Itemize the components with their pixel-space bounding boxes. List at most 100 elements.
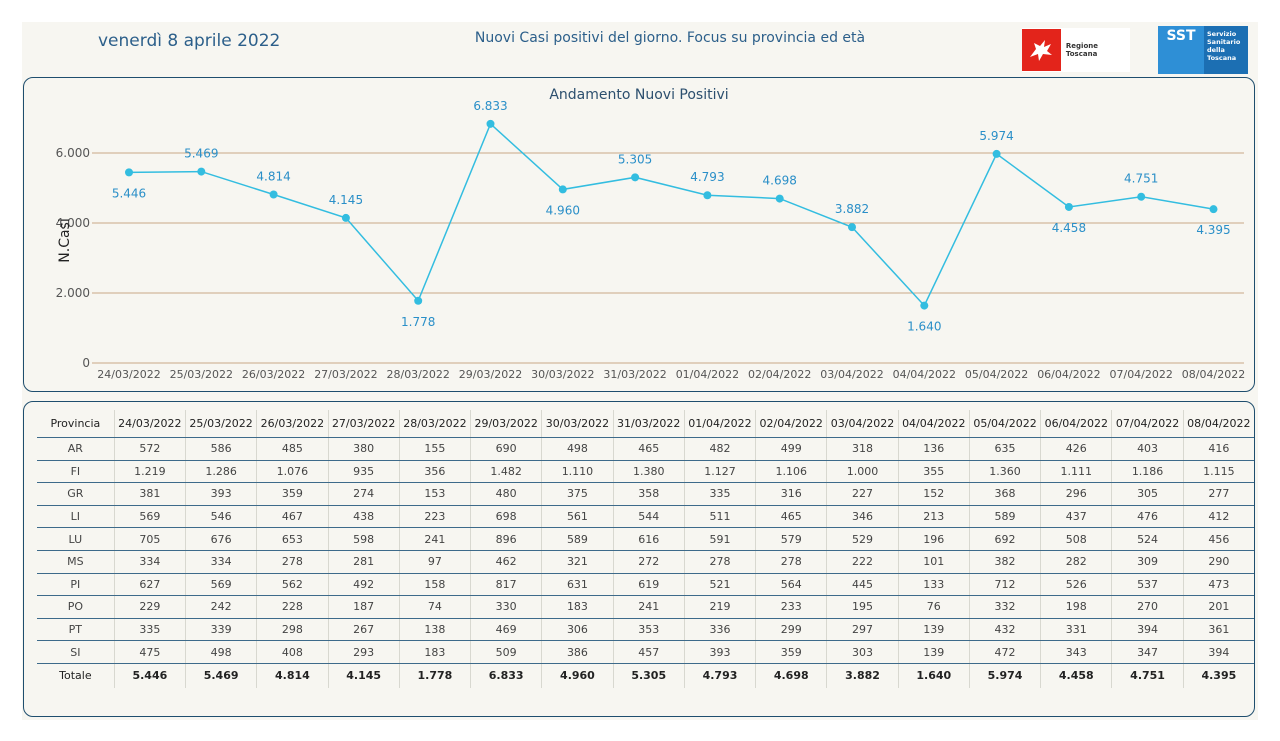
data-point bbox=[125, 168, 133, 177]
table-row: PO 229 242 228 187 74 330 183 241 219 233 195 76 332 1… bbox=[37, 595, 1254, 619]
data-point bbox=[775, 194, 784, 203]
x-tick-label: 29/03/2022 bbox=[459, 368, 522, 381]
table-cell: 346 bbox=[826, 505, 899, 529]
province-name: PI bbox=[37, 573, 115, 597]
chart-title: Andamento Nuovi Positivi bbox=[549, 87, 729, 103]
table-panel: Provincia 24/03/2022 25/03/2022 26/03/2022 2… bbox=[23, 401, 1255, 717]
x-tick-label: 26/03/2022 bbox=[242, 368, 305, 381]
x-tick-label: 04/04/2022 bbox=[893, 368, 956, 381]
table-cell: 334 bbox=[113, 550, 186, 574]
x-tick-label: 24/03/2022 bbox=[97, 368, 160, 381]
column-header-date: 06/04/2022 bbox=[1040, 410, 1112, 438]
table-cell: 219 bbox=[683, 595, 756, 619]
column-header-provincia: Provincia bbox=[37, 410, 115, 438]
table-row: AR 572 586 485 380 155 690 498 465 482 499 318 136 63… bbox=[37, 437, 1254, 461]
data-point bbox=[631, 173, 640, 182]
column-header-date: 04/04/2022 bbox=[897, 410, 970, 438]
total-cell: 4.793 bbox=[683, 663, 756, 688]
table-cell: 445 bbox=[826, 573, 899, 597]
province-table: Provincia 24/03/2022 25/03/2022 26/03/2022 2… bbox=[37, 410, 1254, 688]
table-row: SI 475 498 408 293 183 509 386 457 393 359 303 139 47… bbox=[37, 640, 1254, 664]
table-cell: 355 bbox=[897, 460, 970, 484]
table-cell: 586 bbox=[184, 437, 257, 461]
table-cell: 223 bbox=[398, 505, 471, 529]
province-name: LU bbox=[37, 527, 115, 551]
data-point bbox=[1064, 202, 1073, 211]
table-cell: 318 bbox=[826, 437, 899, 461]
table-cell: 382 bbox=[968, 550, 1041, 574]
table-cell: 498 bbox=[184, 640, 257, 664]
table-header-row: Provincia 24/03/2022 25/03/2022 26/03/2022 2… bbox=[37, 410, 1254, 438]
column-header-date: 01/04/2022 bbox=[683, 410, 756, 438]
sst-mark: SST bbox=[1158, 26, 1204, 74]
x-tick-label: 27/03/2022 bbox=[314, 368, 377, 381]
table-cell: 274 bbox=[327, 482, 400, 506]
data-point bbox=[848, 223, 856, 232]
table-cell: 579 bbox=[755, 527, 827, 551]
data-point bbox=[558, 185, 567, 194]
total-cell: 4.814 bbox=[256, 663, 329, 688]
data-point bbox=[269, 190, 278, 199]
total-cell: 5.469 bbox=[184, 663, 257, 688]
data-label: 4.458 bbox=[1052, 221, 1086, 235]
table-cell: 155 bbox=[398, 437, 471, 461]
table-cell: 299 bbox=[755, 618, 827, 642]
table-cell: 1.127 bbox=[683, 460, 756, 484]
total-cell: 4.751 bbox=[1111, 663, 1184, 688]
table-cell: 332 bbox=[968, 595, 1041, 619]
table-cell: 426 bbox=[1040, 437, 1112, 461]
table-cell: 498 bbox=[541, 437, 614, 461]
table-cell: 381 bbox=[113, 482, 186, 506]
table-cell: 572 bbox=[113, 437, 186, 461]
data-label: 5.446 bbox=[112, 186, 146, 200]
table-cell: 692 bbox=[968, 527, 1041, 551]
table-cell: 546 bbox=[184, 505, 257, 529]
column-header-date: 24/03/2022 bbox=[113, 410, 186, 438]
table-cell: 537 bbox=[1111, 573, 1184, 597]
table-cell: 482 bbox=[683, 437, 756, 461]
table-cell: 712 bbox=[968, 573, 1041, 597]
data-point bbox=[703, 191, 712, 200]
data-point bbox=[992, 149, 1001, 158]
line-chart: 0 2.000 4.000 6.000 N.Casi 5.446 24/03/2022 5.4… bbox=[56, 99, 1246, 381]
table-cell: 353 bbox=[612, 618, 685, 642]
pegasus-flag-icon bbox=[1022, 29, 1061, 71]
table-cell: 480 bbox=[470, 482, 542, 506]
table-cell: 241 bbox=[612, 595, 685, 619]
x-tick-label: 30/03/2022 bbox=[531, 368, 594, 381]
table-cell: 183 bbox=[398, 640, 471, 664]
column-header-date: 29/03/2022 bbox=[470, 410, 542, 438]
province-name: AR bbox=[37, 437, 115, 461]
table-cell: 561 bbox=[541, 505, 614, 529]
x-tick-label: 08/04/2022 bbox=[1182, 368, 1245, 381]
table-cell: 1.111 bbox=[1040, 460, 1112, 484]
table-cell: 564 bbox=[755, 573, 827, 597]
y-tick-label: 0 bbox=[82, 356, 90, 370]
table-cell: 306 bbox=[541, 618, 614, 642]
table-cell: 233 bbox=[755, 595, 827, 619]
column-header-date: 05/04/2022 bbox=[968, 410, 1041, 438]
table-cell: 499 bbox=[755, 437, 827, 461]
table-cell: 569 bbox=[113, 505, 186, 529]
total-cell: 4.458 bbox=[1040, 663, 1112, 688]
y-tick-label: 4.000 bbox=[56, 216, 90, 230]
table-cell: 394 bbox=[1111, 618, 1184, 642]
table-cell: 195 bbox=[826, 595, 899, 619]
x-tick-label: 28/03/2022 bbox=[386, 368, 449, 381]
table-cell: 201 bbox=[1182, 595, 1254, 619]
table-cell: 305 bbox=[1111, 482, 1184, 506]
table-cell: 817 bbox=[470, 573, 542, 597]
table-cell: 152 bbox=[897, 482, 970, 506]
y-axis-label: N.Casi bbox=[57, 218, 73, 262]
total-cell: 4.960 bbox=[541, 663, 614, 688]
data-label: 4.698 bbox=[763, 174, 797, 188]
table-cell: 339 bbox=[184, 618, 257, 642]
table-cell: 485 bbox=[256, 437, 329, 461]
table-cell: 309 bbox=[1111, 550, 1184, 574]
table-cell: 492 bbox=[327, 573, 400, 597]
table-cell: 631 bbox=[541, 573, 614, 597]
data-label: 1.640 bbox=[907, 320, 941, 334]
table-cell: 619 bbox=[612, 573, 685, 597]
table-cell: 457 bbox=[612, 640, 685, 664]
data-label: 4.814 bbox=[256, 170, 290, 184]
